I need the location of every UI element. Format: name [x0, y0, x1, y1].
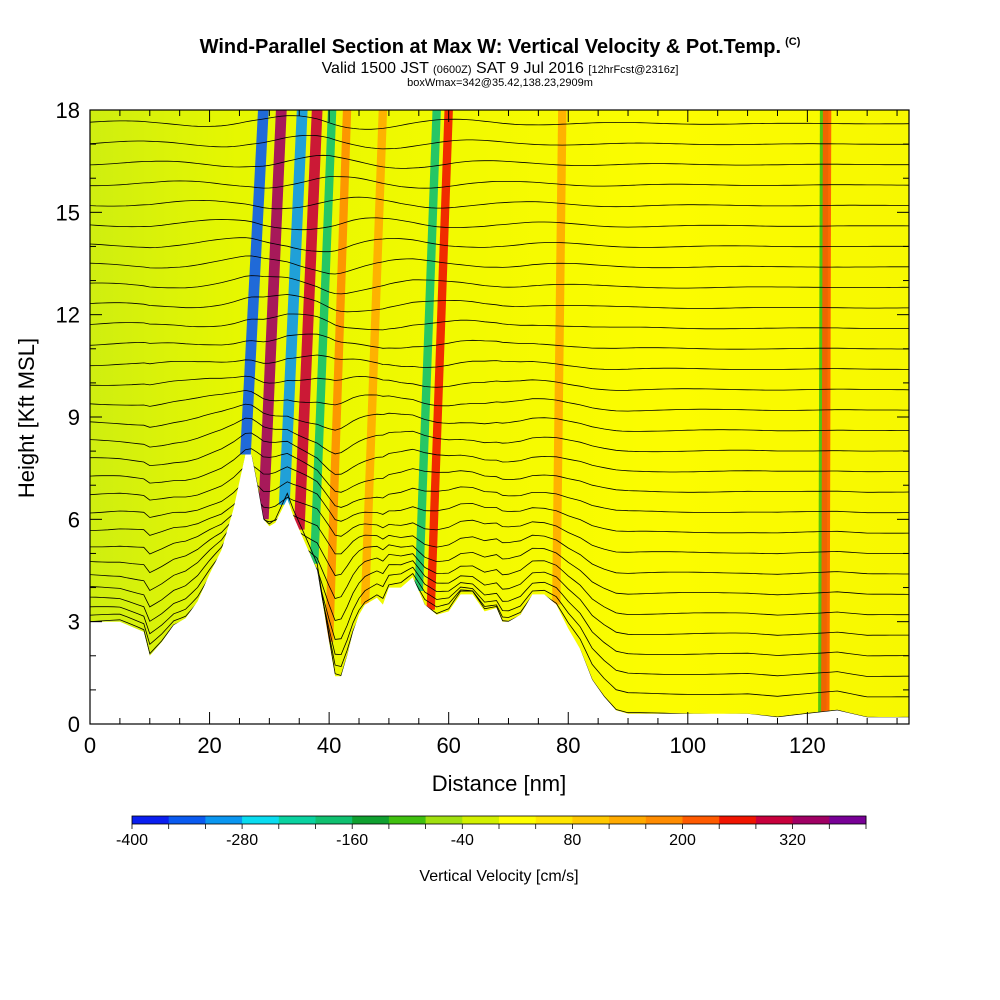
- velocity-field: [240, 110, 832, 713]
- theta-contour-356: [90, 135, 909, 150]
- theta-contour-350: [90, 196, 909, 210]
- y-tick-label: 15: [56, 200, 80, 225]
- colorbar-tick-label: -400: [116, 832, 148, 849]
- box-info: boxWmax=342@35.42,138.23,2909m: [407, 77, 593, 89]
- theta-contour-344: [90, 255, 909, 275]
- colorbar-swatch: [462, 816, 500, 824]
- chart-subtitle: Valid 1500 JST (0600Z) SAT 9 Jul 2016 [1…: [321, 60, 679, 77]
- theta-contour-320: [90, 464, 909, 514]
- y-tick-label: 6: [68, 507, 80, 532]
- theta-contour-346: [90, 237, 909, 253]
- colorbar-tick-label: 320: [779, 832, 806, 849]
- colorbar-tick-label: 200: [669, 832, 696, 849]
- velocity-band-10: [552, 110, 567, 605]
- colorbar-swatch: [645, 816, 683, 824]
- velocity-band-3: [278, 110, 308, 505]
- colorbar-swatch: [352, 816, 390, 824]
- plot-area: [89, 109, 910, 725]
- colorbar-swatch: [315, 816, 353, 824]
- velocity-band-5: [310, 110, 337, 564]
- colorbar-swatch: [829, 816, 867, 824]
- colorbar-swatch: [242, 816, 280, 824]
- theta-contour-348: [90, 217, 909, 231]
- theta-contour-328: [90, 403, 909, 432]
- colorbar-swatch: [682, 816, 720, 824]
- colorbar-tick-label: -160: [336, 832, 368, 849]
- velocity-band-6: [324, 110, 352, 643]
- x-tick-label: 60: [436, 733, 460, 758]
- x-tick-label: 100: [669, 733, 706, 758]
- x-tick-label: 120: [789, 733, 826, 758]
- colorbar-tick-label: -280: [226, 832, 258, 849]
- theta-contour-326: [90, 417, 909, 455]
- velocity-band-4: [293, 110, 323, 530]
- theta-contour-360: [339, 110, 358, 111]
- y-tick-label: 9: [68, 405, 80, 430]
- x-axis: 0 20 40 60 80 100 120: [84, 110, 898, 758]
- theta-contour-354: [90, 154, 909, 169]
- colorbar-swatch: [168, 816, 206, 824]
- colorbar-swatch: [278, 816, 316, 824]
- colorbar-swatch: [792, 816, 830, 824]
- y-tick-label: 3: [68, 610, 80, 635]
- velocity-band-2: [258, 110, 287, 520]
- theta-contour-336: [90, 333, 909, 350]
- theta-contour-330: [90, 389, 909, 412]
- velocity-band-12: [821, 110, 832, 712]
- theta-contour-316: [90, 491, 909, 555]
- x-tick-label: 20: [197, 733, 221, 758]
- colorbar-swatch: [499, 816, 537, 824]
- theta-contour-314: [90, 498, 909, 575]
- colorbar-swatch: [205, 816, 243, 824]
- colorbar-swatch: [719, 816, 757, 824]
- colorbar-swatch: [572, 816, 610, 824]
- copyright-mark: (C): [785, 36, 801, 48]
- colorbar-swatch: [609, 816, 647, 824]
- x-tick-label: 40: [317, 733, 341, 758]
- velocity-band-1: [240, 110, 269, 455]
- theta-contour-340: [90, 294, 909, 313]
- x-tick-label: 0: [84, 733, 96, 758]
- theta-contour-358: [90, 115, 909, 130]
- colorbar-tick-label: 80: [564, 832, 582, 849]
- terrain: [90, 454, 909, 724]
- theta-contour-352: [90, 176, 909, 189]
- velocity-band-9: [426, 110, 453, 610]
- y-tick-label: 18: [56, 98, 80, 123]
- theta-contour-342: [90, 275, 909, 295]
- theta-contour-324: [90, 432, 909, 475]
- colorbar-swatch: [755, 816, 794, 824]
- y-axis: 0 3 6 9 12 15 18: [56, 98, 909, 737]
- theta-contour-318: [90, 479, 909, 534]
- colorbar-swatch: [388, 816, 427, 824]
- colorbar-swatch: [425, 816, 463, 824]
- y-tick-label: 0: [68, 712, 80, 737]
- y-axis-title: Height [Kft MSL]: [14, 338, 39, 498]
- chart-title: Wind-Parallel Section at Max W: Vertical…: [199, 36, 801, 58]
- x-tick-label: 80: [556, 733, 580, 758]
- colorbar-swatch: [535, 816, 573, 824]
- theta-contour-338: [90, 313, 909, 331]
- theta-contour-312: [90, 501, 909, 596]
- theta-contour-334: [90, 354, 909, 370]
- x-axis-title: Distance [nm]: [432, 771, 567, 796]
- y-tick-label: 12: [56, 303, 80, 328]
- colorbar-swatch: [132, 816, 170, 824]
- colorbar: -400 -280 -160 -40 80 200 320: [116, 815, 867, 849]
- theta-contour-322: [90, 448, 909, 493]
- colorbar-label: Vertical Velocity [cm/s]: [419, 868, 578, 885]
- colorbar-tick-label: -40: [451, 832, 474, 849]
- theta-contour-332: [90, 375, 909, 391]
